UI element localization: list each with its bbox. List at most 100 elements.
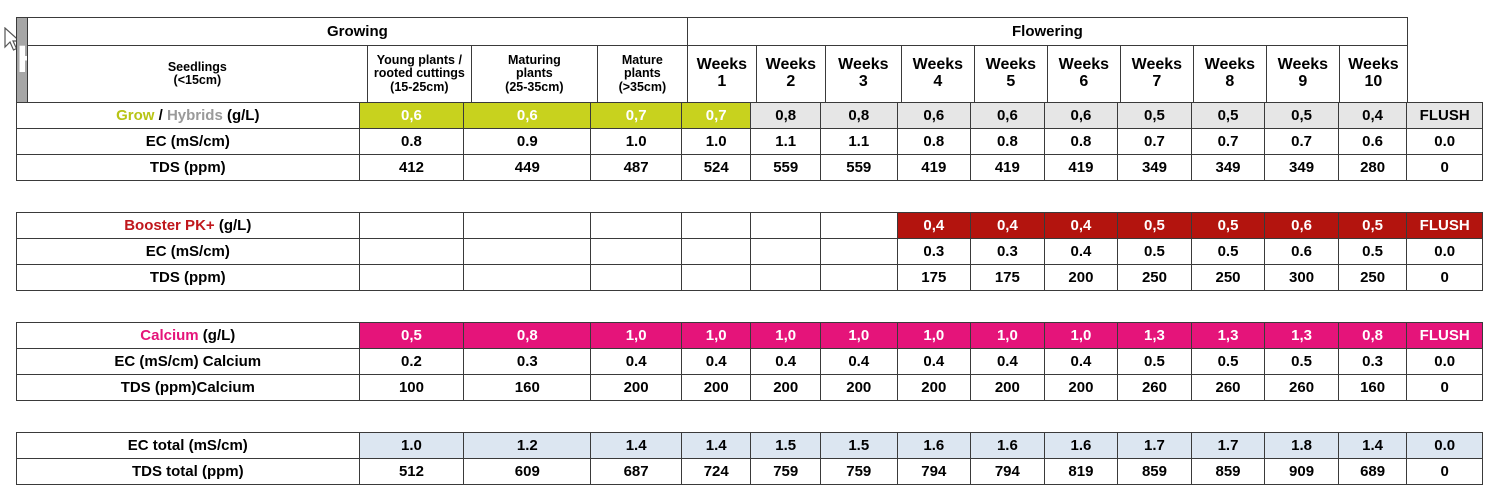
value-cell: 0,4: [1043, 212, 1119, 239]
value-cell: 559: [750, 154, 821, 181]
header-line: Weeks: [1131, 56, 1183, 74]
value-cell: [750, 264, 821, 291]
value-cell: 724: [680, 458, 752, 485]
value-cell: 160: [463, 374, 592, 401]
value-cell: 1.0: [358, 432, 465, 459]
tds-label: TDS (ppm): [149, 159, 226, 176]
value-cell: 1,0: [1043, 322, 1119, 349]
value-cell: 1,0: [680, 322, 752, 349]
value-cell: FLUSH: [1406, 322, 1483, 349]
value-cell: 1.8: [1264, 432, 1339, 459]
value-cell: [463, 212, 592, 239]
value-cell: 419: [1043, 154, 1119, 181]
value-cell: 0.4: [819, 348, 898, 375]
header-line: (>35cm): [618, 79, 667, 94]
value-cell: 689: [1337, 458, 1408, 485]
row-label: TDS (ppm): [16, 264, 360, 291]
value-cell: 1.0: [590, 128, 682, 155]
value-cell: 0.6: [1264, 238, 1339, 265]
value-cell: 0.3: [970, 238, 1045, 265]
value-cell: 0.8: [970, 128, 1045, 155]
value-cell: 349: [1117, 154, 1192, 181]
value-cell: 759: [750, 458, 821, 485]
header-line: Weeks: [1277, 56, 1329, 74]
value-cell: 0,6: [1043, 102, 1119, 129]
value-cell: 0.3: [463, 348, 592, 375]
value-cell: 0.5: [1190, 238, 1266, 265]
value-cell: 0.5: [1117, 238, 1192, 265]
value-cell: 0,4: [1337, 102, 1408, 129]
value-cell: 0,6: [358, 102, 465, 129]
value-cell: [358, 264, 465, 291]
calcium-table: Calcium (g/L) 0,5 0,8 1,0 1,0 1,0 1,0 1,0 1,0 1,0…: [16, 322, 1483, 401]
growing-stage-header: Young plants / rooted cuttings (15-25cm): [366, 45, 472, 103]
value-cell: 1.5: [750, 432, 821, 459]
value-cell: 1.7: [1190, 432, 1266, 459]
table-row: EC (mS/cm) 0.3 0.3 0.4 0.5 0.5 0.6 0.5 0.0: [16, 238, 1483, 265]
value-cell: 1.4: [680, 432, 752, 459]
value-cell: 0.6: [1337, 128, 1408, 155]
value-cell: 0,4: [970, 212, 1045, 239]
table-row: TDS (ppm)Calcium 100 160 200 200 200 200 200 200…: [16, 374, 1483, 401]
value-cell: 260: [1117, 374, 1192, 401]
table-row: EC total (mS/cm) 1.0 1.2 1.4 1.4 1.5 1.5 1.6 1.6…: [16, 432, 1483, 459]
table-row: TDS total (ppm) 512 609 687 724 759 759 794 794 8…: [16, 458, 1483, 485]
value-cell: 349: [1190, 154, 1266, 181]
calcium-label: Calcium: [140, 327, 199, 344]
value-cell: 0,6: [1264, 212, 1339, 239]
value-cell: 0,8: [1337, 322, 1408, 349]
value-cell: [590, 264, 682, 291]
table-row: TDS (ppm) 175 175 200 250 250 300 250 0: [16, 264, 1483, 291]
header-line: Weeks: [1058, 56, 1110, 74]
week-header: Weeks 1: [686, 45, 757, 103]
value-cell: 0.0: [1406, 238, 1483, 265]
value-cell: 0: [1406, 374, 1483, 401]
header-line: Weeks: [765, 56, 817, 74]
value-cell: 200: [1043, 374, 1119, 401]
value-cell: 0,8: [750, 102, 821, 129]
value-cell: 0,8: [819, 102, 898, 129]
value-cell: [680, 212, 752, 239]
value-cell: 0,5: [1190, 212, 1266, 239]
value-cell: FLUSH: [1406, 102, 1483, 129]
table-row: Booster PK+ (g/L) 0,4 0,4 0,4 0,5 0,5 0,6 0,5 FL…: [16, 212, 1483, 239]
value-cell: 0.5: [1264, 348, 1339, 375]
value-cell: 794: [970, 458, 1045, 485]
week-header: Weeks 3: [824, 45, 902, 103]
ec-label: EC (mS/cm): [145, 133, 230, 150]
hybrids-label: Hybrids: [166, 107, 223, 124]
growing-stage-header: Seedlings (<15cm): [26, 45, 368, 103]
header-line: 9: [1298, 73, 1308, 90]
value-cell: 0.5: [1337, 238, 1408, 265]
value-cell: FLUSH: [1406, 212, 1483, 239]
value-cell: 0.7: [1190, 128, 1266, 155]
value-cell: 200: [819, 374, 898, 401]
value-cell: 200: [970, 374, 1045, 401]
header-line: 10: [1364, 73, 1383, 90]
value-cell: 260: [1264, 374, 1339, 401]
value-cell: 0,6: [463, 102, 592, 129]
value-cell: 0,6: [896, 102, 972, 129]
value-cell: 0.5: [1190, 348, 1266, 375]
value-cell: 1.1: [819, 128, 898, 155]
value-cell: 0.8: [1043, 128, 1119, 155]
value-cell: 759: [819, 458, 898, 485]
value-cell: 794: [896, 458, 972, 485]
row-label: Booster PK+ (g/L): [16, 212, 360, 239]
tds-label: TDS (ppm): [149, 269, 226, 286]
row-label: EC (mS/cm) Calcium: [16, 348, 360, 375]
value-cell: 1.6: [896, 432, 972, 459]
totals-table: EC total (mS/cm) 1.0 1.2 1.4 1.4 1.5 1.5 1.6 1.6…: [16, 432, 1483, 485]
value-cell: 1,3: [1264, 322, 1339, 349]
value-cell: 0.0: [1406, 128, 1483, 155]
value-cell: [358, 212, 465, 239]
table-row: EC (mS/cm) Calcium 0.2 0.3 0.4 0.4 0.4 0.4 0.4 0…: [16, 348, 1483, 375]
value-cell: 0,5: [1337, 212, 1408, 239]
row-label: TDS (ppm)Calcium: [16, 374, 360, 401]
header-line: (<15cm): [173, 73, 222, 87]
value-cell: 419: [970, 154, 1045, 181]
value-cell: 0.2: [358, 348, 465, 375]
flowering-header: Flowering: [686, 17, 1409, 46]
value-cell: 1.1: [750, 128, 821, 155]
header-line: Weeks: [696, 56, 748, 74]
